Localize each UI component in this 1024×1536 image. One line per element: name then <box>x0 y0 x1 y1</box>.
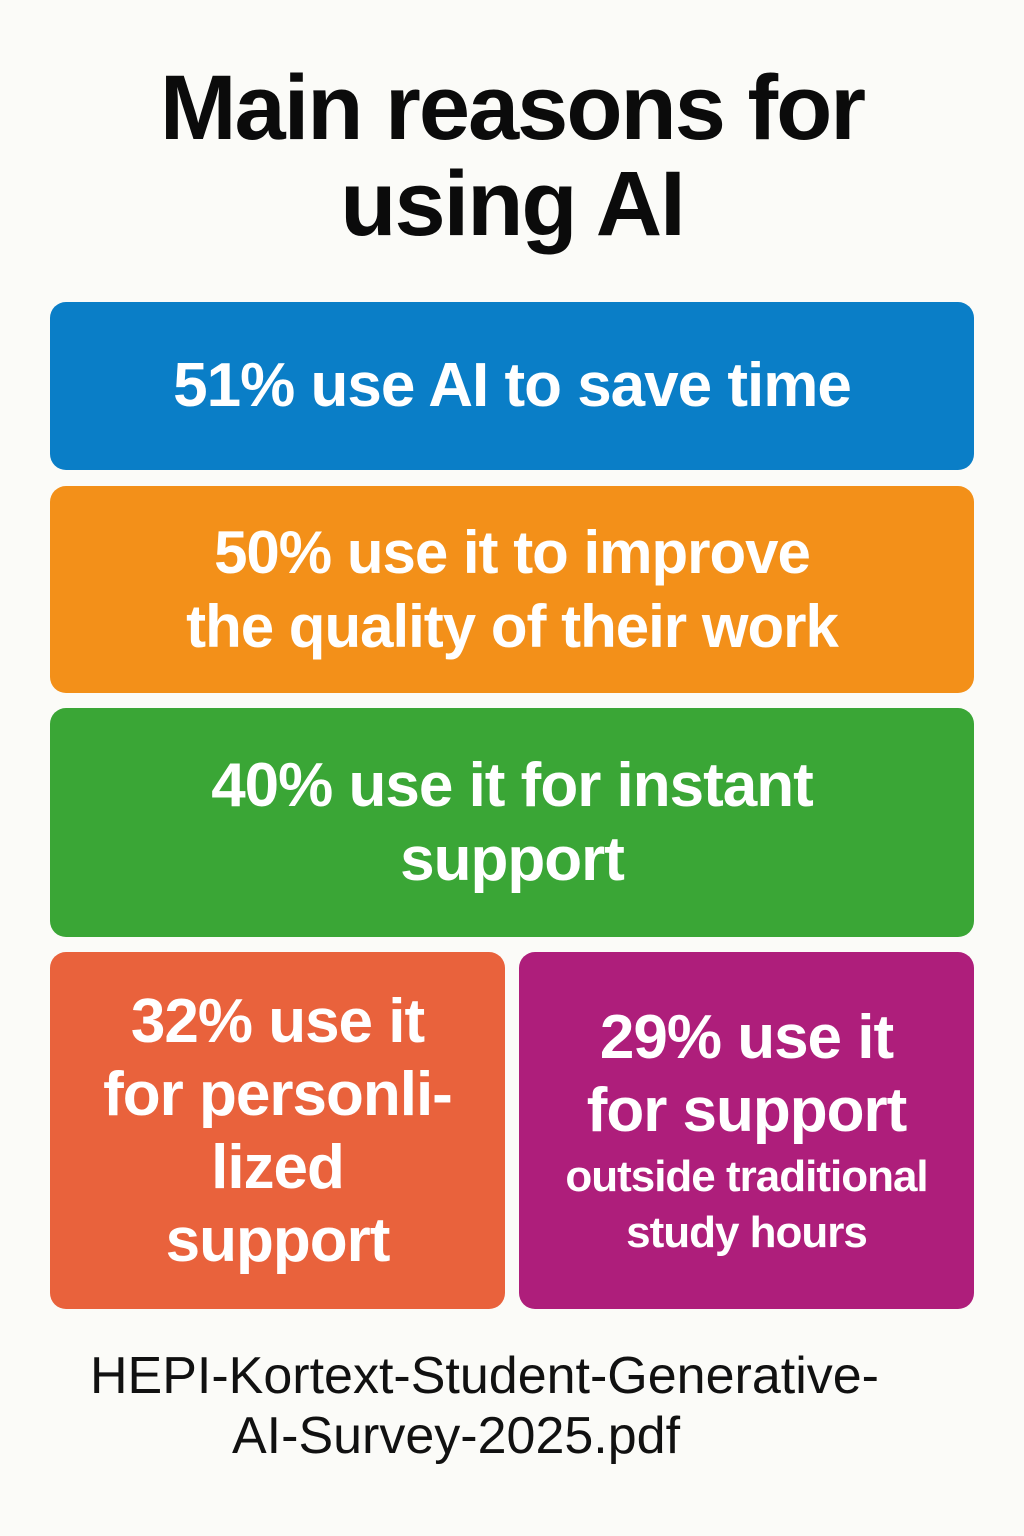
source-line-1: HEPI-Kortext-Student-Generative- <box>90 1347 879 1405</box>
card-text: 40% use it for instant <box>211 750 814 820</box>
card-text: 32% use it <box>130 986 425 1056</box>
page-title: Main reasons for using AI <box>0 60 1024 252</box>
card-text: for personli- <box>103 1059 453 1129</box>
card-subtext: outside traditional <box>565 1151 928 1201</box>
title-line-1: Main reasons for <box>159 57 866 159</box>
stat-card-improve-quality: 50% use it to improve the quality of the… <box>50 486 974 693</box>
card-subtext: study hours <box>626 1207 868 1257</box>
card-text: the quality of their work <box>186 592 839 660</box>
stat-card-instant-support: 40% use it for instant support <box>50 708 974 937</box>
card-text: lized <box>211 1132 345 1202</box>
stat-card-save-time: 51% use AI to save time <box>50 302 974 470</box>
card-text: 29% use it <box>599 1002 894 1072</box>
stat-card-outside-hours-support: 29% use it for support outside tradition… <box>519 952 974 1309</box>
card-text: 50% use it to improve <box>214 518 811 586</box>
source-citation: HEPI-Kortext-Student-Generative- AI-Surv… <box>0 1346 1024 1466</box>
card-text: support <box>400 824 625 894</box>
stat-card-personalized-support: 32% use it for personli- lized support <box>50 952 505 1309</box>
card-text: for support <box>586 1075 908 1145</box>
source-line-2: AI-Survey-2025.pdf <box>232 1407 681 1465</box>
card-text: 51% use AI to save time <box>173 351 852 420</box>
card-text: support <box>165 1205 391 1275</box>
title-line-2: using AI <box>340 153 685 255</box>
